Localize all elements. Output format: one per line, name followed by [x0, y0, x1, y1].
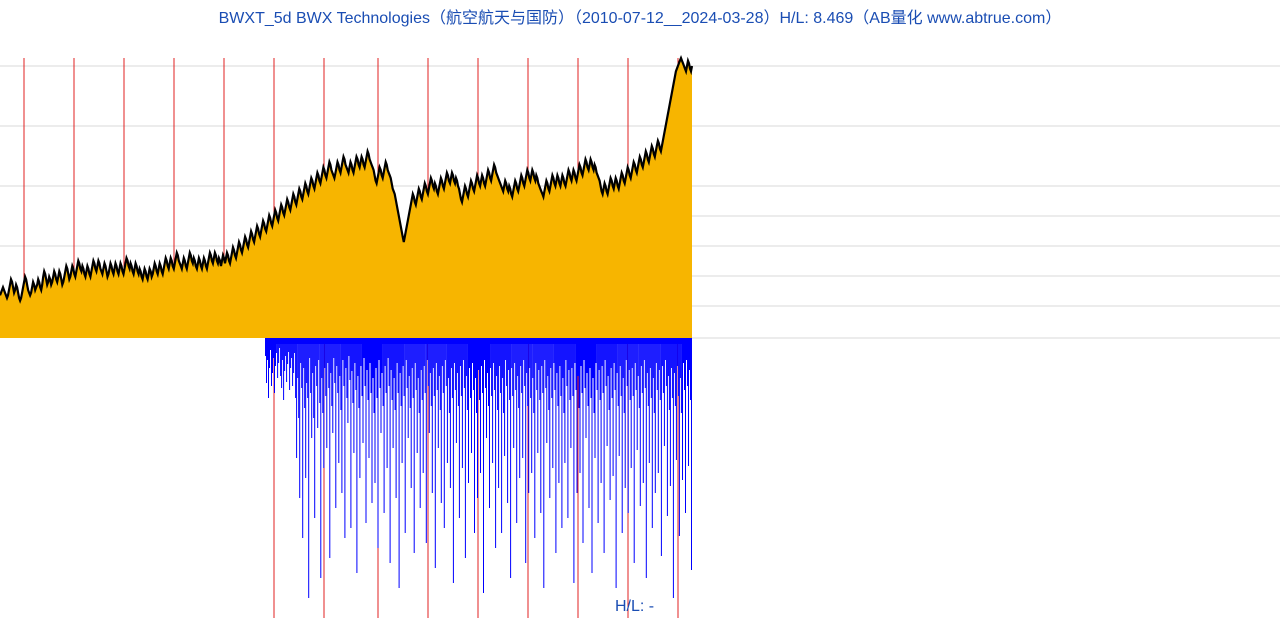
hl-label: H/L: - — [615, 598, 654, 616]
chart-svg — [0, 28, 1280, 620]
chart-title: BWXT_5d BWX Technologies（航空航天与国防）（2010-0… — [0, 0, 1280, 28]
chart-container: H/L: - — [0, 28, 1280, 620]
